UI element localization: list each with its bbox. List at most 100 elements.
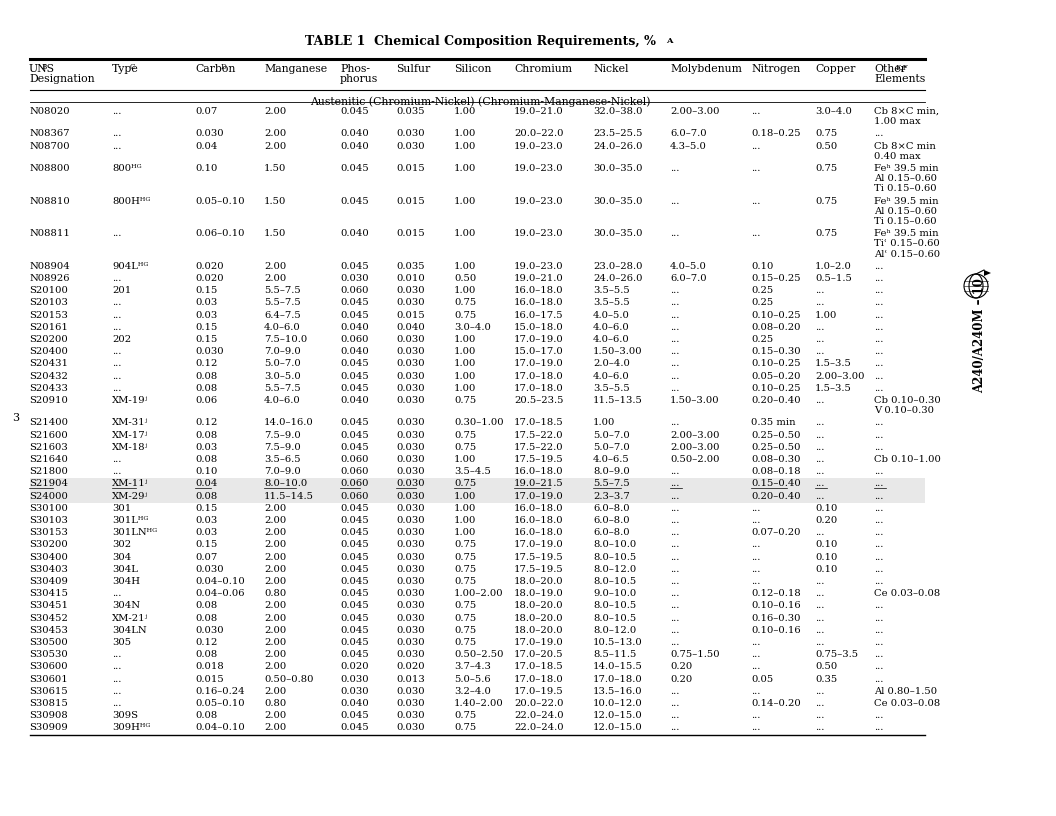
Text: 0.75: 0.75 — [454, 577, 476, 586]
Text: ...: ... — [670, 687, 679, 696]
Text: ...: ... — [874, 419, 884, 428]
Text: ...: ... — [112, 468, 121, 477]
Text: 309S: 309S — [112, 712, 138, 721]
Text: 0.040: 0.040 — [340, 347, 369, 357]
Text: 5.5–7.5: 5.5–7.5 — [264, 299, 301, 308]
Text: 0.030: 0.030 — [396, 650, 425, 659]
Text: 0.030: 0.030 — [396, 724, 425, 733]
Text: 0.045: 0.045 — [340, 262, 369, 271]
Text: 8.0–10.5: 8.0–10.5 — [593, 601, 637, 610]
Text: 0.05–0.10: 0.05–0.10 — [195, 699, 245, 708]
Text: Feʰ 39.5 min: Feʰ 39.5 min — [874, 197, 939, 206]
Text: 0.030: 0.030 — [396, 516, 425, 525]
Text: ...: ... — [670, 335, 679, 344]
Text: ...: ... — [112, 384, 121, 392]
Text: 0.10: 0.10 — [195, 164, 218, 173]
Text: 17.0–19.0: 17.0–19.0 — [514, 540, 564, 549]
Text: 0.013: 0.013 — [396, 675, 425, 684]
Bar — [30, 490, 925, 503]
Text: S30153: S30153 — [29, 528, 68, 537]
Text: 0.50–0.80: 0.50–0.80 — [264, 675, 314, 684]
Text: 0.80: 0.80 — [264, 699, 286, 708]
Text: 0.08: 0.08 — [195, 455, 218, 464]
Text: 0.10–0.25: 0.10–0.25 — [751, 359, 800, 368]
Text: 0.25: 0.25 — [751, 335, 773, 344]
Text: 32.0–38.0: 32.0–38.0 — [593, 107, 642, 116]
Text: 0.75: 0.75 — [454, 540, 476, 549]
Text: ...: ... — [874, 650, 884, 659]
Text: ...: ... — [874, 359, 884, 368]
Text: 0.015: 0.015 — [195, 675, 224, 684]
Text: ...: ... — [874, 468, 884, 477]
Text: ...: ... — [112, 589, 121, 598]
Text: XM-18ʲ: XM-18ʲ — [112, 443, 148, 452]
Text: 0.35: 0.35 — [815, 675, 837, 684]
Text: ...: ... — [815, 687, 825, 696]
Text: 18.0–20.0: 18.0–20.0 — [514, 577, 564, 586]
Text: XM-19ʲ: XM-19ʲ — [112, 396, 148, 405]
Text: 0.045: 0.045 — [340, 540, 369, 549]
Text: 0.060: 0.060 — [340, 286, 369, 295]
Text: 3.5–5.5: 3.5–5.5 — [593, 384, 629, 392]
Text: 0.040: 0.040 — [340, 699, 369, 708]
Text: ...: ... — [112, 323, 121, 332]
Text: 0.015: 0.015 — [396, 229, 425, 238]
Text: ...: ... — [815, 347, 825, 357]
Text: 20.0–22.0: 20.0–22.0 — [514, 699, 564, 708]
Text: 0.030: 0.030 — [396, 455, 425, 464]
Text: 6.0–8.0: 6.0–8.0 — [593, 503, 629, 512]
Text: 0.20–0.40: 0.20–0.40 — [751, 491, 800, 500]
Text: A240/A240M – 10: A240/A240M – 10 — [974, 278, 986, 393]
Text: 1.00: 1.00 — [454, 229, 476, 238]
Text: ...: ... — [751, 687, 760, 696]
Text: 202: 202 — [112, 335, 131, 344]
Text: 9.0–10.0: 9.0–10.0 — [593, 589, 637, 598]
Text: ...: ... — [751, 503, 760, 512]
Text: 7.5–9.0: 7.5–9.0 — [264, 431, 301, 440]
Text: 8.5–11.5: 8.5–11.5 — [593, 650, 637, 659]
Text: 4.0–6.0: 4.0–6.0 — [264, 396, 301, 405]
Text: 16.0–18.0: 16.0–18.0 — [514, 286, 564, 295]
Text: 19.0–23.0: 19.0–23.0 — [514, 262, 564, 271]
Text: 2.00: 2.00 — [264, 274, 286, 283]
Text: Cb 8×C min,: Cb 8×C min, — [874, 107, 939, 116]
Text: 0.04: 0.04 — [195, 142, 218, 151]
Text: 17.0–18.0: 17.0–18.0 — [514, 384, 564, 392]
Text: ...: ... — [874, 371, 884, 380]
Text: 0.50: 0.50 — [815, 142, 837, 151]
Text: ...: ... — [874, 565, 884, 574]
Text: 0.15: 0.15 — [195, 540, 218, 549]
Text: 2.00: 2.00 — [264, 516, 286, 525]
Text: 3.2–4.0: 3.2–4.0 — [454, 687, 491, 696]
Text: ...: ... — [874, 503, 884, 512]
Text: 0.40 max: 0.40 max — [874, 152, 921, 161]
Text: 2.00: 2.00 — [264, 638, 286, 647]
Text: 1.00: 1.00 — [454, 130, 476, 139]
Text: ...: ... — [815, 286, 825, 295]
Text: 0.50: 0.50 — [815, 663, 837, 672]
Text: 2.00: 2.00 — [264, 528, 286, 537]
Text: 3.0–4.0: 3.0–4.0 — [454, 323, 491, 332]
Text: 17.5–19.5: 17.5–19.5 — [514, 565, 564, 574]
Text: 2.00–3.00: 2.00–3.00 — [670, 431, 719, 440]
Text: ...: ... — [815, 468, 825, 477]
Text: Feʰ 39.5 min: Feʰ 39.5 min — [874, 229, 939, 238]
Text: 10.0–12.0: 10.0–12.0 — [593, 699, 643, 708]
Text: 1.00: 1.00 — [454, 516, 476, 525]
Text: ...: ... — [112, 142, 121, 151]
Text: 0.10–0.16: 0.10–0.16 — [751, 601, 800, 610]
Text: 904Lᴴᴳ: 904Lᴴᴳ — [112, 262, 149, 271]
Text: ...: ... — [874, 528, 884, 537]
Text: 0.040: 0.040 — [340, 130, 369, 139]
Text: 0.045: 0.045 — [340, 107, 369, 116]
Text: UNS: UNS — [29, 64, 55, 74]
Text: 2.00–3.00: 2.00–3.00 — [670, 443, 719, 452]
Text: ...: ... — [815, 480, 825, 489]
Text: 0.10–0.16: 0.10–0.16 — [751, 626, 800, 635]
Text: S20100: S20100 — [29, 286, 68, 295]
Text: 2.00: 2.00 — [264, 626, 286, 635]
Text: 2.00: 2.00 — [264, 601, 286, 610]
Text: 2.0–4.0: 2.0–4.0 — [593, 359, 629, 368]
Text: ...: ... — [874, 638, 884, 647]
Text: 201: 201 — [112, 286, 131, 295]
